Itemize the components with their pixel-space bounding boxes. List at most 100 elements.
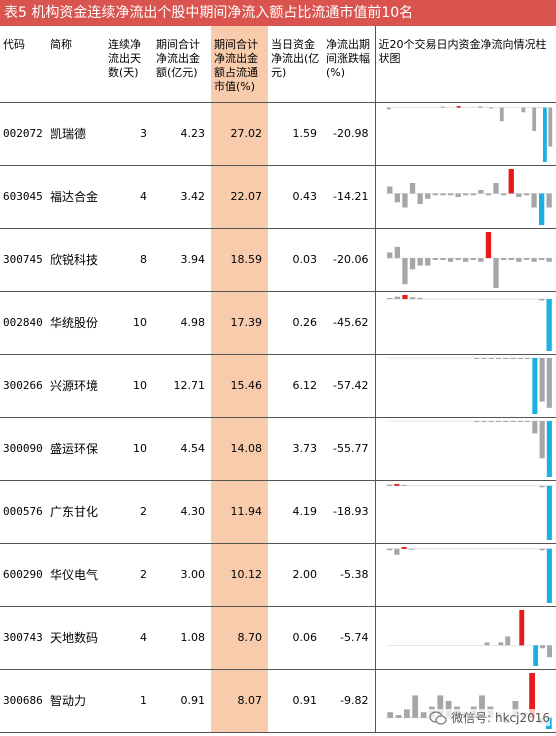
flow-bar <box>532 644 538 666</box>
cell-change: -5.38 <box>323 543 376 607</box>
cell-total: 1.08 <box>153 606 211 670</box>
cell-days: 2 <box>105 543 153 607</box>
flow-bar <box>530 193 537 207</box>
header-total: 期间合计净流出金额(亿元) <box>153 26 211 103</box>
cell-chart <box>375 606 556 670</box>
flow-bar <box>417 297 423 299</box>
watermark-text: 微信号: hkcj2016 <box>451 711 550 725</box>
header-ratio: 期间合计净流出金额占流通市值(%) <box>211 26 268 103</box>
flow-bar <box>439 257 446 260</box>
flow-bar <box>386 548 392 550</box>
flow-bar <box>417 193 423 204</box>
cell-ratio: 27.02 <box>211 102 268 166</box>
flow-bar <box>542 107 547 162</box>
table-row: 603045 福达合金 4 3.42 22.07 0.43 -14.21 <box>0 165 556 229</box>
flow-bar <box>531 107 536 131</box>
flow-bar <box>504 636 510 645</box>
flow-bar <box>477 189 483 193</box>
cell-name: 盛运环保 <box>47 417 105 481</box>
cell-name: 福达合金 <box>47 165 105 229</box>
flow-bar <box>538 257 544 260</box>
cell-days: 10 <box>105 417 153 481</box>
header-days: 连续净流出天数(天) <box>105 26 153 103</box>
cell-name: 智动力 <box>47 669 105 733</box>
cell-code: 300686 <box>0 669 47 733</box>
flow-bar <box>523 193 529 195</box>
cell-total: 0.91 <box>153 669 211 733</box>
cell-today: 1.59 <box>268 102 323 166</box>
flow-bar <box>546 257 552 262</box>
flow-bar <box>481 420 487 422</box>
cell-ratio: 11.94 <box>211 480 268 544</box>
cell-name: 欣锐科技 <box>47 228 105 292</box>
flow-bar <box>488 107 493 109</box>
cell-code: 002072 <box>0 102 47 166</box>
cell-ratio: 8.70 <box>211 606 268 670</box>
flow-bar <box>401 257 408 284</box>
cell-total: 3.00 <box>153 543 211 607</box>
flow-bar <box>417 257 423 266</box>
wechat-icon <box>429 710 447 725</box>
flow-bar <box>546 298 552 351</box>
flow-bar-chart <box>385 168 553 225</box>
cell-today: 4.19 <box>268 480 323 544</box>
cell-chart <box>375 165 556 229</box>
flow-bar <box>539 420 545 458</box>
flow-bar <box>539 485 545 487</box>
flow-bar <box>432 193 438 195</box>
header-code: 代码 <box>0 26 47 103</box>
header-name: 简称 <box>47 26 105 103</box>
flow-bar <box>394 193 400 202</box>
cell-today: 0.91 <box>268 669 323 733</box>
flow-bar <box>546 485 552 540</box>
cell-today: 6.12 <box>268 354 323 418</box>
cell-code: 000576 <box>0 480 47 544</box>
cell-total: 4.54 <box>153 417 211 481</box>
flow-bar <box>500 257 506 260</box>
cell-name: 广东甘化 <box>47 480 105 544</box>
flow-bar <box>394 296 400 299</box>
cell-chart <box>375 102 556 166</box>
flow-bar <box>455 257 461 260</box>
flow-bar <box>546 193 552 207</box>
flow-bar <box>539 644 545 648</box>
flow-bar <box>439 193 446 195</box>
cell-change: -20.98 <box>323 102 376 166</box>
cell-code: 300090 <box>0 417 47 481</box>
flow-bar <box>394 246 400 258</box>
cell-today: 0.26 <box>268 291 323 355</box>
cell-days: 10 <box>105 291 153 355</box>
flow-bar <box>539 548 545 550</box>
cell-chart <box>375 543 556 607</box>
cell-chart <box>375 291 556 355</box>
cell-code: 002840 <box>0 291 47 355</box>
flow-bar <box>436 694 443 718</box>
flow-bar <box>393 483 399 486</box>
flow-bar <box>478 694 485 718</box>
cell-code: 300266 <box>0 354 47 418</box>
table-row: 002840 华统股份 10 4.98 17.39 0.26 -45.62 <box>0 291 556 355</box>
cell-code: 603045 <box>0 165 47 229</box>
table-row: 300686 智动力 1 0.91 8.07 0.91 -9.82 <box>0 669 556 733</box>
flow-bar <box>395 714 401 718</box>
flow-bar <box>432 257 438 260</box>
cell-change: -5.74 <box>323 606 376 670</box>
flow-bar <box>528 672 535 718</box>
flow-bar <box>440 106 444 108</box>
flow-bar <box>531 357 537 414</box>
table-row: 000576 广东甘化 2 4.30 11.94 4.19 -18.93 <box>0 480 556 544</box>
flow-bar <box>546 357 552 408</box>
cell-change: -9.82 <box>323 669 376 733</box>
cell-ratio: 18.59 <box>211 228 268 292</box>
flow-bar <box>386 711 393 718</box>
cell-ratio: 8.07 <box>211 669 268 733</box>
cell-total: 4.30 <box>153 480 211 544</box>
cell-name: 华仪电气 <box>47 543 105 607</box>
flow-bar <box>538 298 544 300</box>
flow-bar <box>481 357 487 359</box>
cell-name: 天地数码 <box>47 606 105 670</box>
flow-bar <box>409 182 415 193</box>
flow-bar <box>386 186 392 193</box>
flow-bar <box>510 357 516 359</box>
cell-today: 0.43 <box>268 165 323 229</box>
